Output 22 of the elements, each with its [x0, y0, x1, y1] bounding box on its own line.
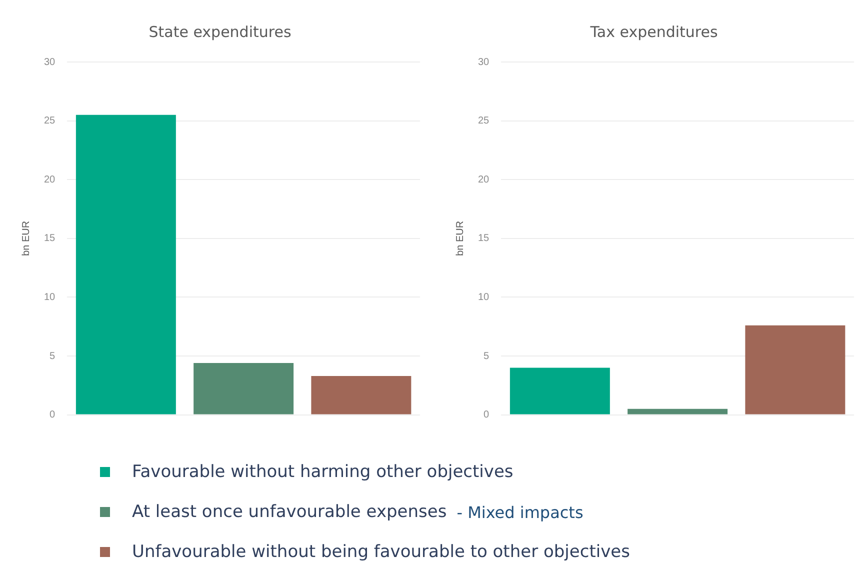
y-tick-label: 15: [44, 233, 56, 244]
y-tick-label: 0: [50, 410, 56, 421]
chart-title: Tax expenditures: [589, 22, 718, 41]
y-tick-label: 25: [478, 116, 490, 127]
chart-title: State expenditures: [148, 22, 292, 41]
y-tick-label: 5: [50, 350, 56, 362]
y-tick-label: 10: [44, 292, 56, 303]
y-tick-label: 15: [478, 233, 490, 244]
y-tick-label: 20: [44, 174, 56, 186]
legend-label: At least once unfavourable expenses: [132, 502, 447, 522]
legend-label: Unfavourable without being favourable to other objectives: [132, 542, 630, 562]
legend-label: Favourable without harming other objectives: [132, 462, 514, 482]
y-tick-label: 20: [478, 174, 490, 186]
y-tick-label: 30: [478, 56, 490, 68]
y-axis-title: bn EUR: [20, 220, 32, 256]
y-tick-label: 30: [44, 56, 56, 68]
y-tick-label: 25: [44, 116, 56, 127]
text: - Mixed impacts: [456, 502, 584, 522]
y-axis-title: bn EUR: [454, 220, 466, 256]
y-tick-label: 0: [484, 410, 490, 421]
y-tick-label: 10: [478, 292, 490, 303]
y-tick-label: 5: [484, 350, 490, 362]
